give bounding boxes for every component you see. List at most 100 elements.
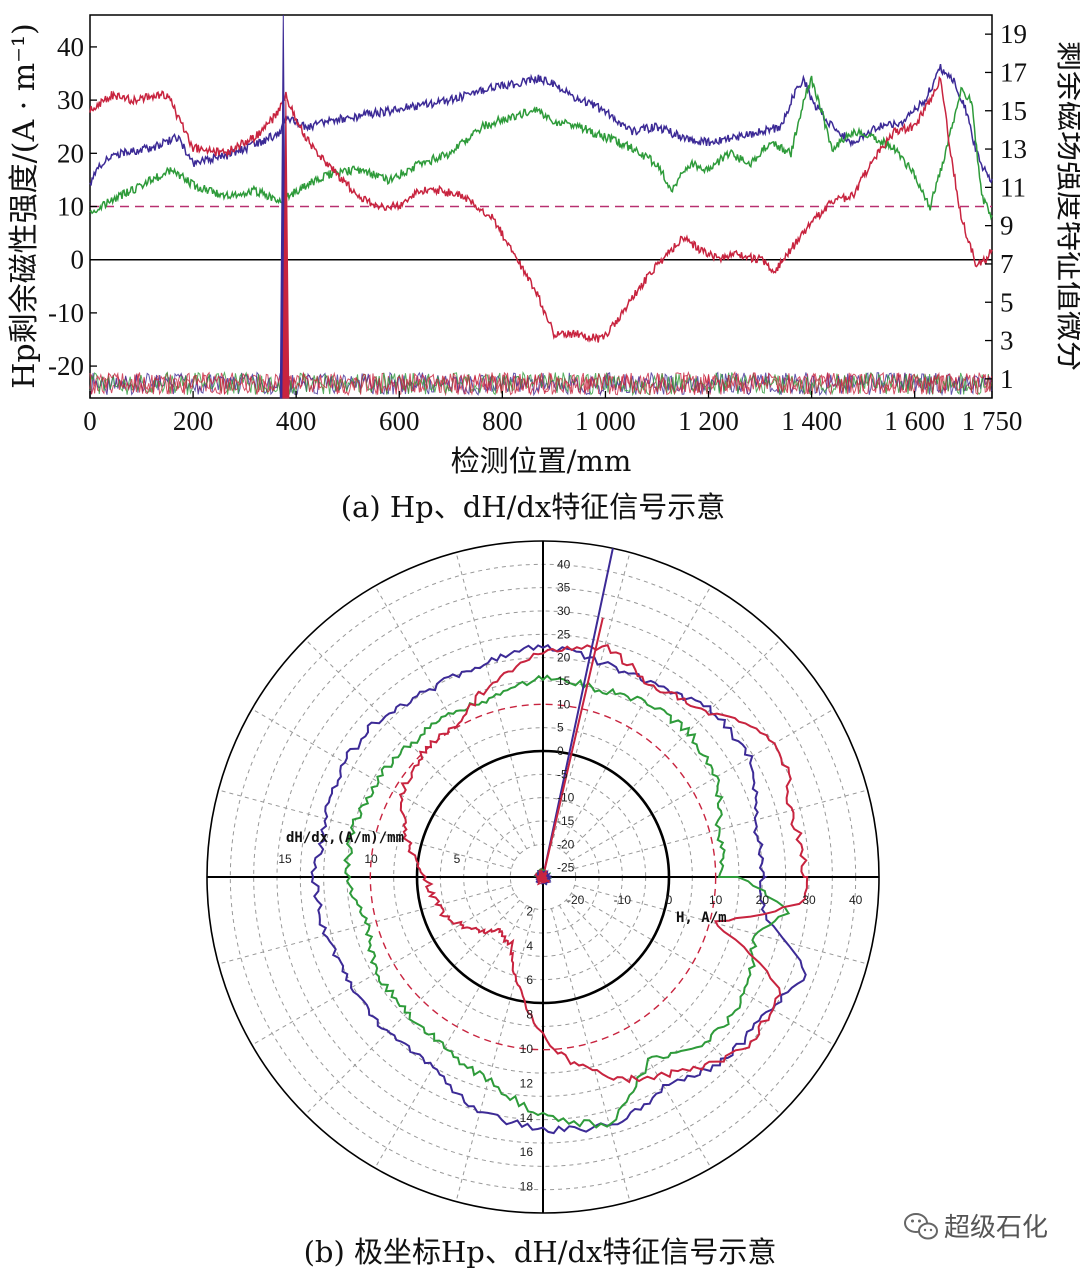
polar-grid-spoke [251,892,515,1046]
polar-radial-tick-label: 30 [557,604,571,618]
polar-dhdx-left-tick-label: 5 [454,852,461,866]
polar-radial-tick-label: 15 [557,674,571,688]
polar-radial-tick-label: 40 [557,557,571,571]
x-axis-label: 检测位置/mm [451,444,632,478]
polar-radial-tick-label: 0 [557,744,564,758]
y-left-tick-label: 0 [71,245,85,275]
polar-reference-circle [369,703,717,1051]
polar-dhdx-down-tick-label: 8 [526,1008,533,1022]
polar-dhdx-left-tick-label: 10 [364,852,378,866]
y-right-tick-label: 13 [1000,134,1027,164]
polar-grid-spoke [571,708,835,862]
y-right-tick-label: 3 [1000,326,1014,356]
polar-grid-spoke [565,899,781,1115]
polar-grid-spoke [455,908,536,1202]
polar-h-tick-label: -20 [567,893,585,907]
y-right-tick-label: 9 [1000,211,1014,241]
x-tick-label: 0 [83,406,97,436]
polar-plot-area [310,548,809,1135]
y-left-tick-label: -10 [48,298,84,328]
polar-radial-tick-label: 5 [557,721,564,735]
x-tick-label: 400 [276,406,317,436]
polar-grid-spoke [218,884,512,965]
panel-b-caption: (b) 极坐标Hp、dH/dx特征信号示意 [304,1235,777,1269]
spike-red [282,100,290,399]
polar-h-tick-label: 20 [756,893,770,907]
polar-zero-circle [415,749,671,1005]
polar-grid-spoke [558,905,712,1169]
y-left-tick-label: 30 [57,85,84,115]
y-right-tick-label: 11 [1000,172,1026,202]
noise-band-line [89,370,992,397]
axis-ticks: 0 200 400 600 800 1 000 1 200 1 400 1 600 1 75040… [48,19,1027,436]
x-tick-label: 800 [482,406,523,436]
y-right-tick-label: 17 [1000,57,1027,87]
y-left-axis-label: Hp剩余磁性强度/(A · m⁻¹) [7,23,42,388]
y-right-tick-label: 7 [1000,249,1014,279]
polar-h-tick-label: -10 [614,893,632,907]
polar-series-red [398,644,809,1084]
polar-grid-spoke [218,789,512,870]
polar-dhdx-down-tick-label: 12 [520,1076,534,1090]
polar-grid-spoke [374,905,528,1169]
y-right-tick-label: 15 [1000,96,1027,126]
y-left-tick-label: 40 [57,32,84,62]
polar-series-blue [310,643,807,1135]
plot-area [89,14,993,399]
x-tick-label: 1 750 [962,406,1023,436]
polar-radial-tick-label: -20 [557,837,575,851]
polar-grid-spoke [251,708,515,862]
polar-grid-spoke [305,899,521,1115]
polar-h-tick-label: 30 [802,893,816,907]
watermark-text: 超级石化 [944,1213,1048,1243]
line-chart-panel: 0 200 400 600 800 1 000 1 200 1 400 1 600 1 75040… [7,14,1080,524]
polar-h-tick-label: 40 [849,893,863,907]
polar-spike-red [542,617,604,878]
polar-grid-spoke [571,892,835,1046]
polar-radial-tick-label: -10 [557,791,575,805]
polar-radial-tick-label: 20 [557,651,571,665]
polar-h-tick-label: 0 [666,893,673,907]
polar-radial-tick-label: -25 [557,861,575,875]
y-left-tick-label: -20 [48,351,84,381]
series-line-red [89,75,993,343]
polar-dhdx-down-tick-label: 16 [520,1145,534,1159]
y-left-tick-label: 10 [57,192,84,222]
polar-grid-spoke [374,585,528,849]
polar-radial-tick-label: -15 [557,814,575,828]
x-tick-label: 200 [173,406,214,436]
polar-grid-spoke [550,908,631,1202]
polar-dhdx-down-tick-label: 14 [520,1111,534,1125]
y-right-tick-label: 1 [1000,364,1014,394]
polar-radial-tick-label: 25 [557,627,571,641]
y-left-tick-label: 20 [57,138,84,168]
polar-grid-spoke [565,639,781,855]
polar-center-noise [534,867,550,886]
y-right-axis-label: 剩余磁场强度特征值微分 [1052,41,1080,371]
polar-radial-label: H, A/m [676,910,727,926]
x-tick-label: 1 000 [575,406,636,436]
polar-radial-tick-label: -5 [557,767,568,781]
x-tick-label: 1 600 [884,406,945,436]
y-right-tick-label: 19 [1000,19,1027,49]
x-tick-label: 1 400 [781,406,842,436]
polar-dhdx-left-tick-label: 15 [278,852,292,866]
y-right-tick-label: 5 [1000,287,1014,317]
polar-radial-tick-label: 10 [557,697,571,711]
polar-grid-spoke [550,552,631,846]
series-line-blue [89,63,993,186]
polar-h-tick-label: 10 [709,893,723,907]
polar-grid-spoke [455,552,536,846]
series-line-green [89,75,993,221]
polar-radial-tick-label: 35 [557,581,571,595]
polar-dhdx-down-tick-label: 2 [526,904,533,918]
polar-series-green [343,674,791,1129]
polar-grid-spoke [574,884,868,965]
polar-dhdx-down-tick-label: 10 [520,1042,534,1056]
polar-dhdx-down-tick-label: 4 [526,939,533,953]
polar-grid-spoke [558,585,712,849]
wechat-icon [904,1213,938,1240]
